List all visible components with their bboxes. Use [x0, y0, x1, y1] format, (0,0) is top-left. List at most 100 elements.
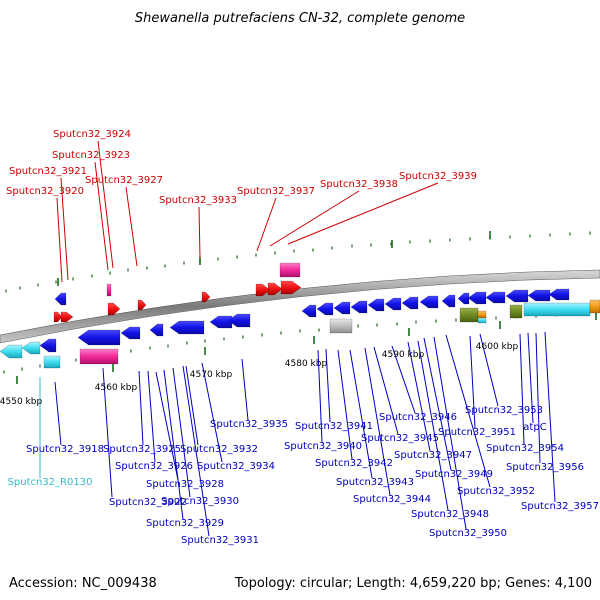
reverse-gene-label: atpC: [523, 422, 546, 433]
forward-gene-glyph: [201, 291, 211, 303]
scale-labels: 4550 kbp 4560 kbp 4570 kbp 4580 kbp 4590 kbp…: [0, 342, 518, 407]
reverse-gene-glyph: [77, 329, 121, 346]
misc-feature-glyph: [459, 307, 479, 323]
forward-gene-label: Sputcn32_3927: [85, 175, 163, 186]
scale-label: 4550 kbp: [0, 397, 42, 407]
forward-gene-glyph: [53, 311, 63, 323]
reverse-gene-glyph: [316, 302, 334, 316]
forward-gene-glyph: [107, 302, 121, 316]
reverse-gene-label: Sputcn32_3934: [197, 461, 275, 472]
reverse-label-leader: [201, 362, 223, 463]
reverse-gene-label: Sputcn32_3951: [438, 427, 516, 438]
reverse-gene-label: Sputcn32_3941: [295, 421, 373, 432]
rna-gene-label: Sputcn32_R0130: [8, 477, 93, 488]
reverse-gene-label: Sputcn32_3926: [115, 461, 193, 472]
reverse-label-leader: [373, 346, 399, 435]
gene-features: [0, 262, 600, 369]
reverse-label-leader: [364, 347, 391, 496]
reverse-gene-glyph: [401, 296, 419, 310]
reverse-gene-label: Sputcn32_3932: [180, 444, 258, 455]
reverse-gene-glyph: [419, 295, 439, 309]
reverse-gene-label: Sputcn32_3952: [457, 486, 535, 497]
reverse-gene-glyph: [54, 292, 67, 306]
reverse-label-leader: [185, 365, 199, 446]
reverse-label-leader: [337, 349, 353, 460]
reverse-label-leader: [445, 334, 491, 488]
forward-gene-label: Sputcn32_3920: [6, 186, 84, 197]
reverse-label-leader: [407, 341, 431, 452]
reverse-gene-glyph: [485, 291, 506, 304]
reverse-gene-label: Sputcn32_3946: [379, 412, 457, 423]
reverse-gene-label: Sputcn32_3930: [161, 496, 239, 507]
forward-label-leader: [94, 161, 109, 271]
forward-label-leader: [56, 197, 63, 283]
reverse-gene-glyph: [301, 304, 317, 318]
misc-feature-glyph: [106, 283, 112, 297]
forward-label-leader: [97, 140, 114, 269]
forward-label-leader: [256, 197, 277, 252]
reverse-gene-glyph: [169, 320, 205, 335]
reverse-gene-label: Sputcn32_3957: [521, 501, 599, 512]
reverse-gene-glyph: [467, 291, 487, 305]
reverse-gene-glyph: [527, 289, 551, 302]
accession-text: Accession: NC_009438: [9, 576, 157, 591]
reverse-gene-glyph: [333, 301, 351, 315]
reverse-label-leader: [391, 345, 416, 414]
reverse-gene-label: Sputcn32_3944: [353, 494, 431, 505]
reverse-gene-glyph: [384, 297, 402, 311]
scale-label: 4600 kbp: [476, 342, 519, 352]
forward-gene-label: Sputcn32_3939: [399, 171, 477, 182]
reverse-gene-label: Sputcn32_3956: [506, 462, 584, 473]
reverse-label-leader: [102, 367, 113, 498]
forward-gene-glyph: [267, 282, 283, 296]
reverse-label-leader: [544, 331, 556, 503]
misc-feature-glyph: [279, 262, 301, 278]
forward-gene-glyph: [60, 311, 74, 323]
reverse-gene-label: Sputcn32_3931: [181, 535, 259, 546]
reverse-gene-label: Sputcn32_3949: [415, 469, 493, 480]
reverse-label-leader: [172, 367, 191, 498]
map-title: Shewanella putrefaciens CN-32, complete …: [135, 11, 465, 26]
reverse-label-leader: [535, 332, 541, 464]
scale-label: 4570 kbp: [190, 370, 233, 380]
reverse-gene-glyph: [149, 323, 164, 337]
reverse-label-leader: [433, 336, 467, 530]
forward-gene-label: Sputcn32_3933: [159, 195, 237, 206]
misc-feature-glyph: [477, 310, 487, 319]
reverse-gene-label: Sputcn32_3928: [146, 479, 224, 490]
scale-label: 4580 kbp: [285, 359, 328, 369]
misc-feature-glyph: [589, 299, 600, 314]
reverse-label-leader: [479, 333, 499, 407]
reverse-gene-label: Sputcn32_3929: [146, 518, 224, 529]
rna-gene-glyph: [0, 344, 23, 359]
forward-label-leader: [269, 190, 360, 247]
reverse-label-leader: [349, 349, 373, 479]
reverse-gene-glyph: [367, 298, 385, 312]
reverse-gene-glyph: [441, 294, 456, 308]
reverse-gene-label: Sputcn32_3922: [109, 497, 187, 508]
genome-summary-text: Topology: circular; Length: 4,659,220 bp…: [234, 576, 592, 591]
reverse-label-leader: [469, 335, 476, 429]
reverse-label-leader: [527, 332, 534, 424]
rna-gene-glyph: [21, 341, 41, 355]
reverse-gene-label: Sputcn32_3925: [103, 444, 181, 455]
genome-backbone: [0, 269, 600, 344]
forward-gene-label: Sputcn32_3921: [9, 166, 87, 177]
reverse-gene-glyph: [350, 300, 368, 314]
reverse-gene-label: Sputcn32_3943: [336, 477, 414, 488]
gene-labels: Sputcn32_3920 Sputcn32_3921 Sputcn32_3923 S…: [6, 129, 599, 546]
misc-feature-glyph: [509, 304, 523, 319]
reverse-gene-glyph: [227, 313, 251, 328]
forward-gene-label: Sputcn32_3937: [237, 186, 315, 197]
reverse-label-leader: [182, 365, 210, 537]
scale-label: 4590 kbp: [382, 350, 425, 360]
rna-gene-glyph: [523, 302, 591, 317]
forward-gene-glyph: [280, 280, 302, 295]
reverse-gene-glyph: [548, 288, 570, 301]
reverse-gene-glyph: [120, 326, 141, 340]
reverse-label-leader: [138, 370, 144, 446]
reverse-label-leader: [163, 369, 184, 520]
reverse-label-leader: [317, 349, 323, 443]
reverse-label-leader: [417, 340, 449, 511]
